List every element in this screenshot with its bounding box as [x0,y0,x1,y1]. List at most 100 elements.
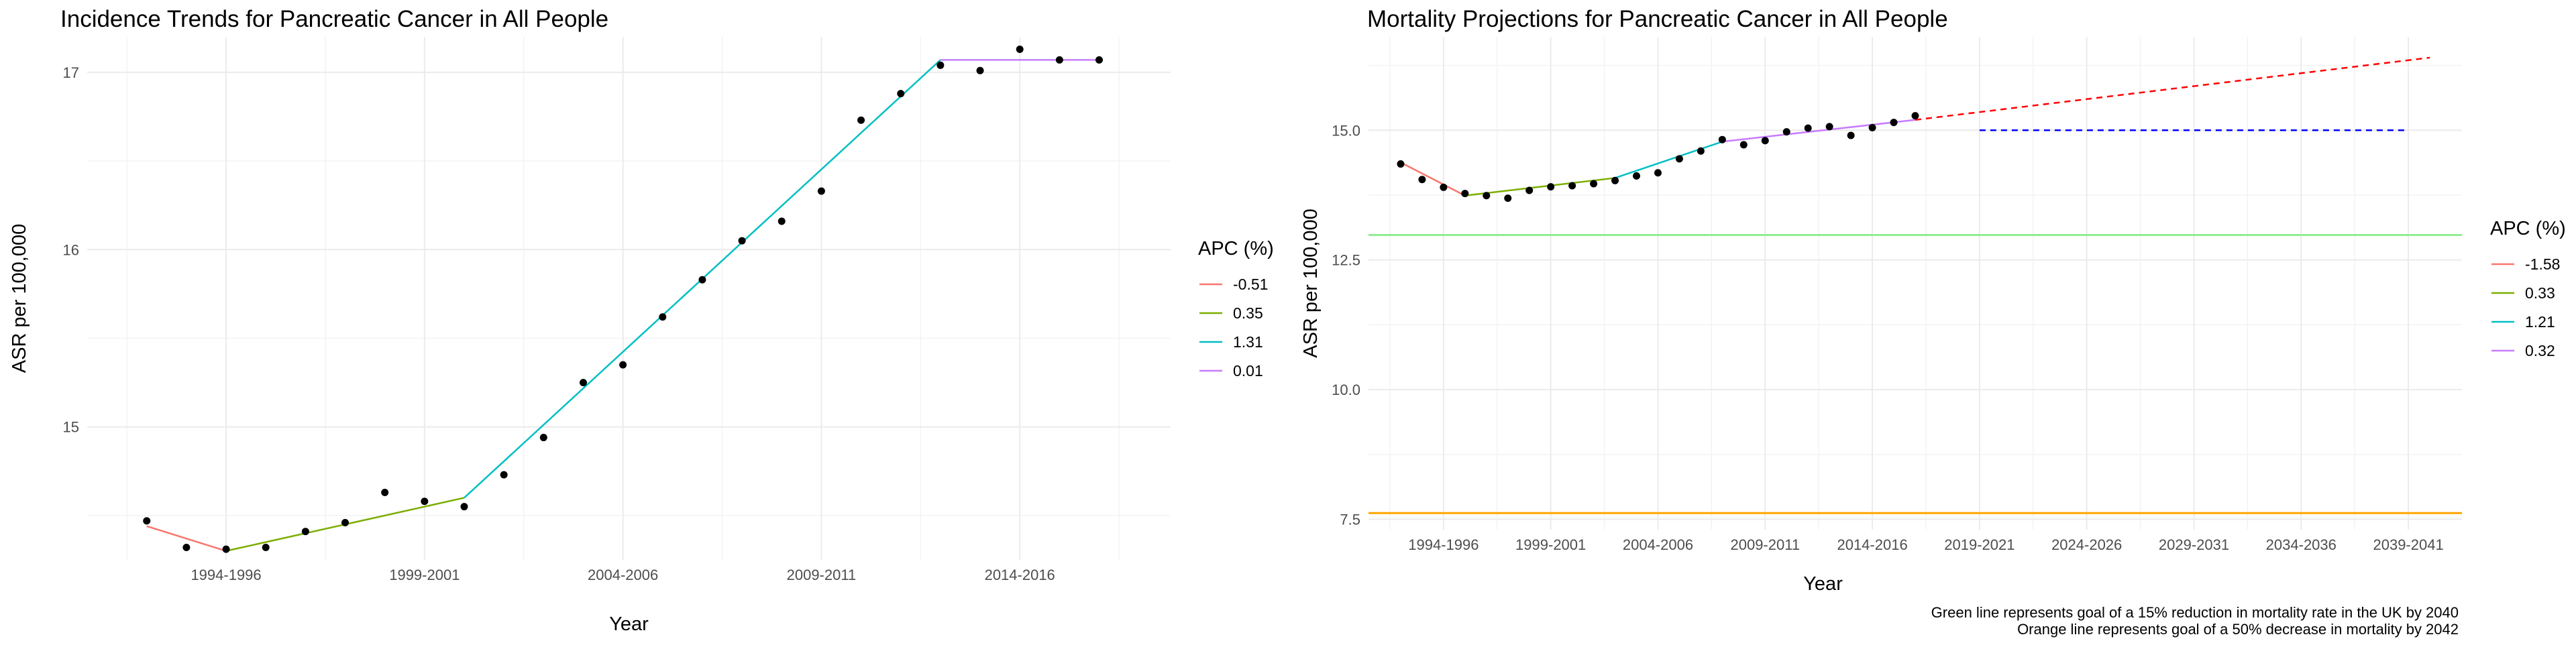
incidence-x-axis-title: Year [609,613,649,635]
mortality-data-point [1847,131,1855,139]
mortality-legend-label: 0.33 [2525,284,2555,302]
mortality-data-point [1890,119,1898,127]
incidence-y-tick-label: 15 [63,419,79,436]
incidence-data-point [182,543,191,551]
mortality-data-point [1761,137,1769,145]
incidence-data-point [460,503,468,511]
mortality-data-point [1868,123,1876,131]
incidence-legend-label: 0.35 [1233,304,1263,322]
incidence-data-point [262,543,270,551]
incidence-panel: 1994-1996 1999-2001 2004-2006 2009-2011 2014… [9,6,1274,635]
incidence-y-axis-title: ASR per 100,000 [9,224,30,373]
mortality-legend-label: 0.32 [2525,342,2555,359]
incidence-data-point [897,90,905,98]
mortality-x-tick-label: 2014-2016 [1837,536,1907,553]
mortality-x-tick-label: 2004-2006 [1623,536,1693,553]
incidence-y-tick-label: 17 [63,64,79,81]
mortality-x-tick-label: 1994-1996 [1408,536,1479,553]
incidence-data-point [421,497,429,506]
mortality-data-point [1654,169,1662,177]
mortality-data-point [1547,183,1555,191]
incidence-data-point [539,434,547,442]
mortality-data-point [1633,172,1641,180]
mortality-y-tick-label: 12.5 [1332,252,1360,269]
mortality-data-point [1461,190,1469,198]
incidence-data-point [1095,56,1104,64]
caption-line-1: Green line represents goal of a 15% redu… [1931,604,2459,621]
incidence-data-point [1016,46,1024,54]
mortality-segment-4 [1722,119,1916,143]
mortality-chart-title: Mortality Projections for Pancreatic Can… [1367,6,1948,32]
incidence-x-tick-label: 1999-2001 [389,567,460,583]
incidence-data-point [659,313,667,321]
mortality-y-tick-label: 10.0 [1332,381,1360,398]
mortality-segment-2 [1464,177,1615,196]
caption-line-2: Orange line represents goal of a 50% dec… [2017,621,2459,638]
incidence-legend-label: -0.51 [1233,276,1268,293]
incidence-data-point [222,545,230,553]
mortality-data-point [1483,192,1491,200]
incidence-data-point [698,276,706,284]
incidence-legend-title: APC (%) [1198,238,1274,259]
projection-trend-line [1915,56,2430,121]
mortality-data-point [1418,176,1426,184]
mortality-data-point [1525,186,1534,194]
mortality-data-point [1911,112,1919,120]
mortality-data-point [1590,180,1598,188]
mortality-segment-3 [1615,141,1723,179]
mortality-data-point [1611,176,1619,184]
incidence-x-tick-label: 2014-2016 [985,567,1055,583]
mortality-legend-label: 1.21 [2525,313,2555,331]
incidence-data-point [341,518,350,526]
mortality-y-tick-label: 7.5 [1340,512,1360,528]
incidence-data-point [143,517,151,525]
incidence-x-tick-label: 2009-2011 [787,567,857,583]
incidence-y-tick-label: 16 [63,241,79,258]
mortality-data-point [1504,194,1512,202]
mortality-data-point [1440,183,1448,191]
incidence-data-point [619,361,627,369]
incidence-legend-label: 0.01 [1233,362,1263,379]
mortality-y-tick-label: 15.0 [1332,122,1360,139]
incidence-data-point [777,217,786,225]
incidence-legend-label: 1.31 [1233,333,1263,351]
mortality-x-tick-label: 2019-2021 [1944,536,2015,553]
mortality-data-point [1675,155,1683,163]
incidence-x-tick-label: 1994-1996 [191,567,261,583]
mortality-x-tick-label: 2039-2041 [2373,536,2443,553]
incidence-data-point [381,489,389,497]
mortality-data-point [1782,128,1790,136]
mortality-x-tick-label: 1999-2001 [1515,536,1586,553]
mortality-data-point [1568,182,1576,190]
incidence-data-point [857,116,865,124]
incidence-x-tick-label: 2004-2006 [588,567,658,583]
mortality-data-point [1739,141,1748,149]
mortality-x-tick-label: 2009-2011 [1730,536,1800,553]
mortality-segment-1 [1400,162,1466,196]
mortality-x-axis-title: Year [1803,573,1843,595]
incidence-data-point [817,187,825,195]
incidence-chart-title: Incidence Trends for Pancreatic Cancer i… [60,6,608,32]
mortality-panel: 1994-1996 1999-2001 2004-2006 2009-2011 2014… [1300,6,2566,638]
incidence-data-point [738,237,746,245]
mortality-x-tick-label: 2024-2026 [2051,536,2122,553]
incidence-data-point [500,471,508,479]
incidence-data-point [936,61,945,69]
mortality-legend-label: -1.58 [2525,255,2560,273]
incidence-segment-1 [146,525,227,552]
incidence-data-point [301,528,309,536]
mortality-data-point [1718,135,1726,143]
mortality-data-point [1397,160,1405,168]
mortality-y-axis-title: ASR per 100,000 [1300,209,1322,357]
mortality-data-point [1697,147,1705,155]
mortality-legend-title: APC (%) [2490,218,2566,239]
mortality-x-tick-label: 2034-2036 [2266,536,2337,553]
mortality-data-point [1825,123,1833,131]
incidence-data-point [579,379,587,387]
mortality-data-point [1804,124,1812,132]
incidence-data-point [976,66,984,74]
incidence-data-point [1055,56,1063,64]
mortality-x-tick-label: 2029-2031 [2159,536,2229,553]
